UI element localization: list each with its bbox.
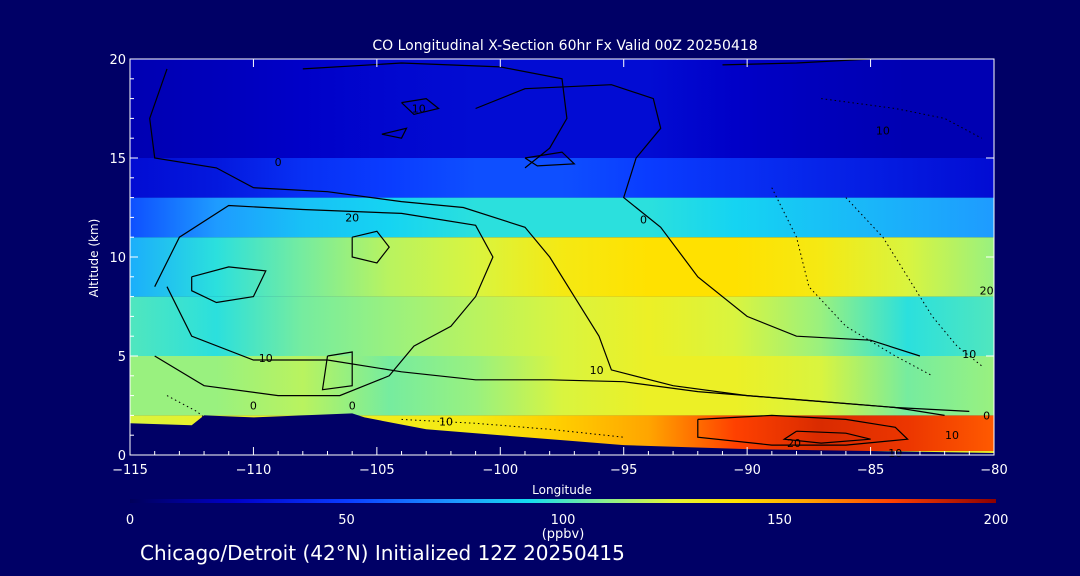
contour-line — [321, 351, 353, 391]
colorbar-tick-label: 50 — [338, 513, 355, 528]
y-axis-label: Altitude (km) — [87, 219, 101, 298]
contour-line — [154, 204, 494, 397]
y-tick-label: 10 — [109, 251, 126, 266]
contour-label: 10 — [945, 429, 959, 442]
contour-label: 10 — [962, 348, 976, 361]
contour-line — [401, 97, 440, 116]
contour-line — [166, 286, 945, 416]
x-tick-label: −105 — [359, 463, 395, 478]
contour-line — [191, 266, 267, 304]
contour-label: 10 — [439, 415, 453, 428]
co-band — [130, 296, 994, 356]
y-tick-label: 5 — [118, 350, 126, 365]
x-tick-label: −115 — [112, 463, 148, 478]
contour-line — [697, 414, 909, 446]
contour-line — [845, 197, 983, 367]
contour-line — [821, 98, 982, 139]
colorbar-tick-label: 150 — [767, 513, 792, 528]
contour-line — [771, 187, 933, 377]
colorbar — [130, 499, 996, 503]
co-band — [130, 197, 994, 238]
co-band — [130, 158, 994, 198]
contour-line — [782, 430, 871, 444]
y-tick-label: 0 — [118, 449, 126, 464]
y-tick-label: 20 — [109, 53, 126, 68]
contour-lines — [149, 59, 983, 446]
y-tick-label: 15 — [109, 152, 126, 167]
colorbar-tick-label: 200 — [984, 513, 1009, 528]
colorbar-ticks: 0 50 100 150 200 — [126, 513, 1009, 528]
x-tick-label: −85 — [857, 463, 884, 478]
co-band — [130, 59, 994, 158]
x-tick-label: −100 — [482, 463, 518, 478]
contour-line — [351, 230, 390, 264]
colorbar-tick-label: 100 — [551, 513, 576, 528]
contour-label: 0 — [349, 400, 356, 413]
x-tick-label: −80 — [980, 463, 1007, 478]
contour-line — [381, 127, 408, 139]
contour-label: 20 — [787, 437, 801, 450]
y-axis: 0 5 10 15 20 — [109, 53, 994, 464]
contour-label: 10 — [259, 352, 273, 365]
x-axis: −115 −110 −105 −100 −95 −90 −85 −80 — [112, 59, 1008, 478]
x-tick-label: −95 — [610, 463, 637, 478]
co-band — [130, 356, 994, 416]
x-axis-label: Longitude — [532, 483, 592, 497]
contour-line — [401, 418, 624, 438]
co-band — [130, 237, 994, 297]
run-info-caption: Chicago/Detroit (42°N) Initialized 12Z 2… — [140, 541, 625, 565]
contour-label: 20 — [345, 211, 359, 224]
contour-label: 0 — [640, 213, 647, 226]
co-field — [130, 59, 994, 455]
chart-title: CO Longitudinal X-Section 60hr Fx Valid … — [372, 38, 757, 54]
x-tick-label: −90 — [733, 463, 760, 478]
terrain-mask — [130, 413, 994, 455]
contour-label: 0 — [275, 156, 282, 169]
contour-line — [475, 84, 921, 357]
contour-line — [302, 62, 568, 169]
contour-label: 10 — [876, 124, 890, 137]
contour-label: 10 — [412, 103, 426, 116]
contour-label: 10 — [590, 364, 604, 377]
contour-label: 20 — [980, 285, 994, 298]
colorbar-unit: (ppbv) — [542, 527, 585, 542]
contour-label: 0 — [250, 400, 257, 413]
terrain — [130, 413, 994, 455]
x-tick-label: −110 — [236, 463, 272, 478]
contour-label: 0 — [983, 409, 990, 422]
contour-line — [524, 151, 576, 167]
colorbar-tick-label: 0 — [126, 513, 134, 528]
